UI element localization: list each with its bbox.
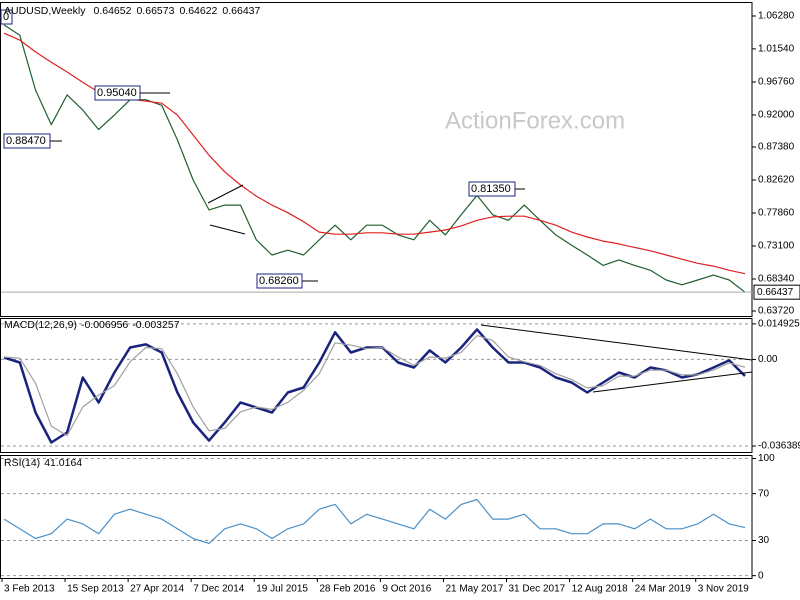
x-tick-label: 3 Nov 2019 xyxy=(698,584,750,595)
x-tick-label: 3 Feb 2013 xyxy=(4,584,55,595)
y-tick-label: 0 xyxy=(758,570,764,581)
y-tick-label: 0.87380 xyxy=(758,142,795,153)
high: 0.66573 xyxy=(136,5,174,17)
y-tick-label: 0.73100 xyxy=(758,241,795,252)
y-tick-label: 30 xyxy=(758,535,770,546)
macd-value: -0.006956 xyxy=(81,319,128,331)
y-tick-label: 70 xyxy=(758,488,770,499)
y-tick-label: 1.01540 xyxy=(758,43,795,54)
rsi-title: RSI(14) xyxy=(4,457,40,469)
current-price-box xyxy=(753,284,800,300)
y-tick-label: 1.06280 xyxy=(758,11,795,22)
macd-trend-line xyxy=(592,371,753,393)
macd-trend-line xyxy=(480,324,753,361)
annotation: 0.81350 xyxy=(471,183,511,195)
y-tick-label: 0.00 xyxy=(758,354,778,365)
annotations: 0 0.95040 0.88470 0.68260 0.81350 xyxy=(0,9,516,289)
annotation: 0.68260 xyxy=(259,275,299,287)
symbol: AUDUSD,Weekly xyxy=(4,5,86,17)
y-tick-label: 0.82620 xyxy=(758,175,795,186)
y-tick-label: 100 xyxy=(758,453,775,464)
annotation-box xyxy=(256,273,303,289)
y-tick-label: 0.68340 xyxy=(758,274,795,285)
signal-value: -0.003257 xyxy=(132,319,179,331)
drawings xyxy=(50,92,753,393)
y-tick-label: 0.63720 xyxy=(758,306,795,317)
panel-frame xyxy=(0,455,753,579)
current-price-label: 0.66437 xyxy=(757,287,794,298)
panel-frame xyxy=(0,318,753,453)
series-line xyxy=(3,498,746,544)
x-tick-label: 27 Apr 2014 xyxy=(130,584,184,595)
x-tick-label: 15 Sep 2013 xyxy=(67,584,124,595)
open: 0.64652 xyxy=(94,5,132,17)
x-tick-label: 24 Mar 2019 xyxy=(635,584,692,595)
annotation: 0.88470 xyxy=(6,135,46,147)
x-tick-label: 21 May 2017 xyxy=(445,584,503,595)
price-header: AUDUSD,Weekly 0.64652 0.66573 0.64622 0.6643… xyxy=(4,5,261,17)
annotation: 0.95040 xyxy=(97,87,137,99)
annotation: 0 xyxy=(3,11,9,23)
y-tick-label: -0.036389 xyxy=(758,441,800,452)
y-tick-label: 0.014925 xyxy=(758,319,800,330)
panel-frame xyxy=(0,2,753,317)
macd-header: MACD(12,26,9) -0.006956 -0.003257 xyxy=(4,319,180,331)
x-tick-label: 7 Dec 2014 xyxy=(193,584,245,595)
rsi-header: RSI(14) 41.0164 xyxy=(4,457,82,469)
x-tick-label: 12 Aug 2018 xyxy=(572,584,629,595)
x-tick-label: 19 Jul 2015 xyxy=(256,584,308,595)
trend-line xyxy=(207,184,244,204)
rsi-value: 41.0164 xyxy=(44,457,82,469)
series-line xyxy=(3,24,746,293)
annotation-box xyxy=(0,9,13,25)
y-tick-label: 0.96760 xyxy=(758,77,795,88)
macd-title: MACD(12,26,9) xyxy=(4,319,77,331)
trend-line xyxy=(209,224,246,235)
annotation-box xyxy=(468,181,516,197)
annotation-box xyxy=(3,133,51,149)
y-tick-label: 0.77860 xyxy=(758,208,795,219)
x-tick-label: 31 Dec 2017 xyxy=(509,584,566,595)
watermark: ActionForex.com xyxy=(445,107,625,134)
x-tick-label: 28 Feb 2016 xyxy=(319,584,376,595)
y-tick-label: 0.92000 xyxy=(758,110,795,121)
x-tick-label: 9 Oct 2016 xyxy=(382,584,431,595)
annotation-box xyxy=(94,85,141,101)
low: 0.64622 xyxy=(179,5,217,17)
series-line xyxy=(3,335,746,437)
close: 0.66437 xyxy=(222,5,260,17)
plot-layer xyxy=(0,2,756,579)
